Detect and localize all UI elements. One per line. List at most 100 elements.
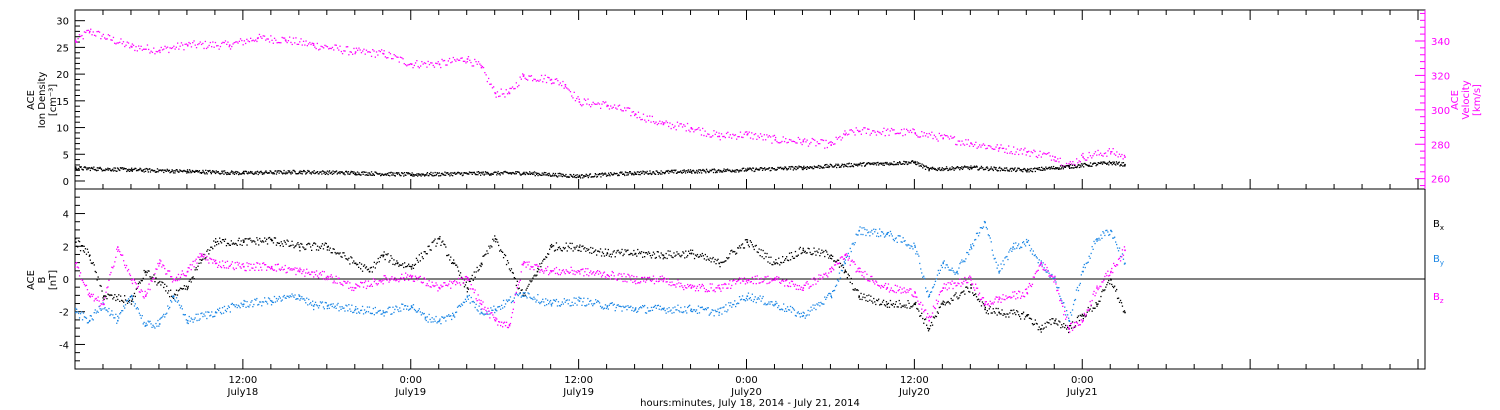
by-series-point xyxy=(718,311,721,314)
density-series-point xyxy=(312,171,314,173)
velocity-series-point xyxy=(1054,156,1056,158)
bx-series-point xyxy=(919,315,921,317)
bx-series-point xyxy=(354,262,357,265)
velocity-series-point xyxy=(450,62,452,64)
bx-series-point xyxy=(911,306,913,308)
by-series-point xyxy=(929,291,932,293)
density-series-point xyxy=(131,170,133,172)
by-series-point xyxy=(425,319,427,322)
density-series-point xyxy=(135,167,137,170)
by-series-point xyxy=(1033,254,1035,257)
bx-series-point xyxy=(828,257,830,259)
density-series-point xyxy=(1029,168,1031,170)
density-series-point xyxy=(283,169,285,172)
bx-series-point xyxy=(214,245,216,247)
velocity-series-point xyxy=(859,130,861,132)
by-series-point xyxy=(251,300,253,302)
velocity-series-point xyxy=(465,62,467,64)
bx-series-point xyxy=(578,246,581,248)
velocity-series-point xyxy=(522,73,524,75)
by-series-point xyxy=(983,220,986,223)
by-series-point xyxy=(108,307,110,310)
density-series-point xyxy=(452,172,454,174)
by-series-point xyxy=(578,300,581,302)
density-series-point xyxy=(1039,169,1041,171)
density-series-point xyxy=(516,171,518,173)
density-series-point xyxy=(1018,167,1020,170)
density-series-point xyxy=(373,174,375,176)
bz-series-point xyxy=(100,303,102,305)
bx-series-point xyxy=(472,279,474,281)
velocity-series-point xyxy=(524,77,526,79)
by-series-point xyxy=(141,315,143,317)
velocity-series-point xyxy=(739,131,742,133)
bx-series-point xyxy=(451,262,453,264)
bx-series-point xyxy=(956,296,958,298)
bz-series-point xyxy=(136,287,138,289)
density-series-point xyxy=(479,171,481,174)
bx-series-point xyxy=(748,246,750,248)
bx-series-point xyxy=(982,303,985,305)
velocity-series-point xyxy=(75,39,77,41)
by-series-point xyxy=(314,301,317,303)
bx-series-point xyxy=(662,258,664,260)
velocity-series-point xyxy=(659,120,661,122)
velocity-series-point xyxy=(1052,155,1054,157)
velocity-series-point xyxy=(479,63,481,65)
velocity-series-point xyxy=(275,39,277,41)
velocity-series-point xyxy=(753,133,755,136)
velocity-series-point xyxy=(752,138,754,140)
velocity-series-point xyxy=(879,132,881,134)
density-series-point xyxy=(126,170,128,173)
density-series-point xyxy=(161,170,163,172)
density-series-point xyxy=(539,174,541,176)
density-series-point xyxy=(1083,162,1085,165)
density-series-point xyxy=(561,173,563,175)
bx-series-point xyxy=(232,242,234,244)
bx-series-point xyxy=(75,238,77,240)
by-series-point xyxy=(346,305,348,307)
bx-series-point xyxy=(91,262,93,265)
density-series-point xyxy=(1052,167,1054,170)
by-series-point xyxy=(724,310,726,312)
velocity-series-point xyxy=(844,133,846,136)
by-series-point xyxy=(126,299,129,302)
by-series-point xyxy=(263,301,265,303)
bx-series-point xyxy=(1011,309,1013,312)
density-series-point xyxy=(453,172,455,174)
by-series-point xyxy=(148,321,150,323)
density-series-point xyxy=(801,167,803,169)
velocity-series-point xyxy=(114,42,116,44)
density-series-point xyxy=(919,162,921,165)
by-series-point xyxy=(907,243,909,246)
by-series-point xyxy=(219,307,221,309)
bx-series-point xyxy=(356,264,358,266)
velocity-series-point xyxy=(538,80,540,82)
velocity-series-point xyxy=(466,61,468,63)
by-series-point xyxy=(127,298,130,300)
density-series-point xyxy=(629,171,631,173)
bx-series-point xyxy=(943,301,945,303)
density-series-point xyxy=(1120,164,1122,166)
density-series-point xyxy=(875,162,877,164)
by-series-point xyxy=(1036,257,1038,259)
bx-series-point xyxy=(86,248,89,250)
bx-series-point xyxy=(1124,311,1126,314)
bx-series-point xyxy=(963,290,965,292)
bx-series-point xyxy=(549,245,552,247)
density-series-point xyxy=(793,167,795,169)
bx-series-point xyxy=(447,254,449,257)
by-series-point xyxy=(559,305,561,307)
density-series-point xyxy=(260,170,262,172)
by-series-point xyxy=(183,314,185,316)
by-series-point xyxy=(571,301,573,303)
density-series-point xyxy=(1067,165,1069,167)
density-series-point xyxy=(1080,163,1083,165)
velocity-series-point xyxy=(806,139,808,141)
bx-series-point xyxy=(401,264,403,266)
density-series-point xyxy=(342,172,344,174)
density-series-point xyxy=(974,166,976,168)
density-series-point xyxy=(916,161,918,163)
bz-series-point xyxy=(141,290,143,292)
by-series-point xyxy=(614,310,616,312)
